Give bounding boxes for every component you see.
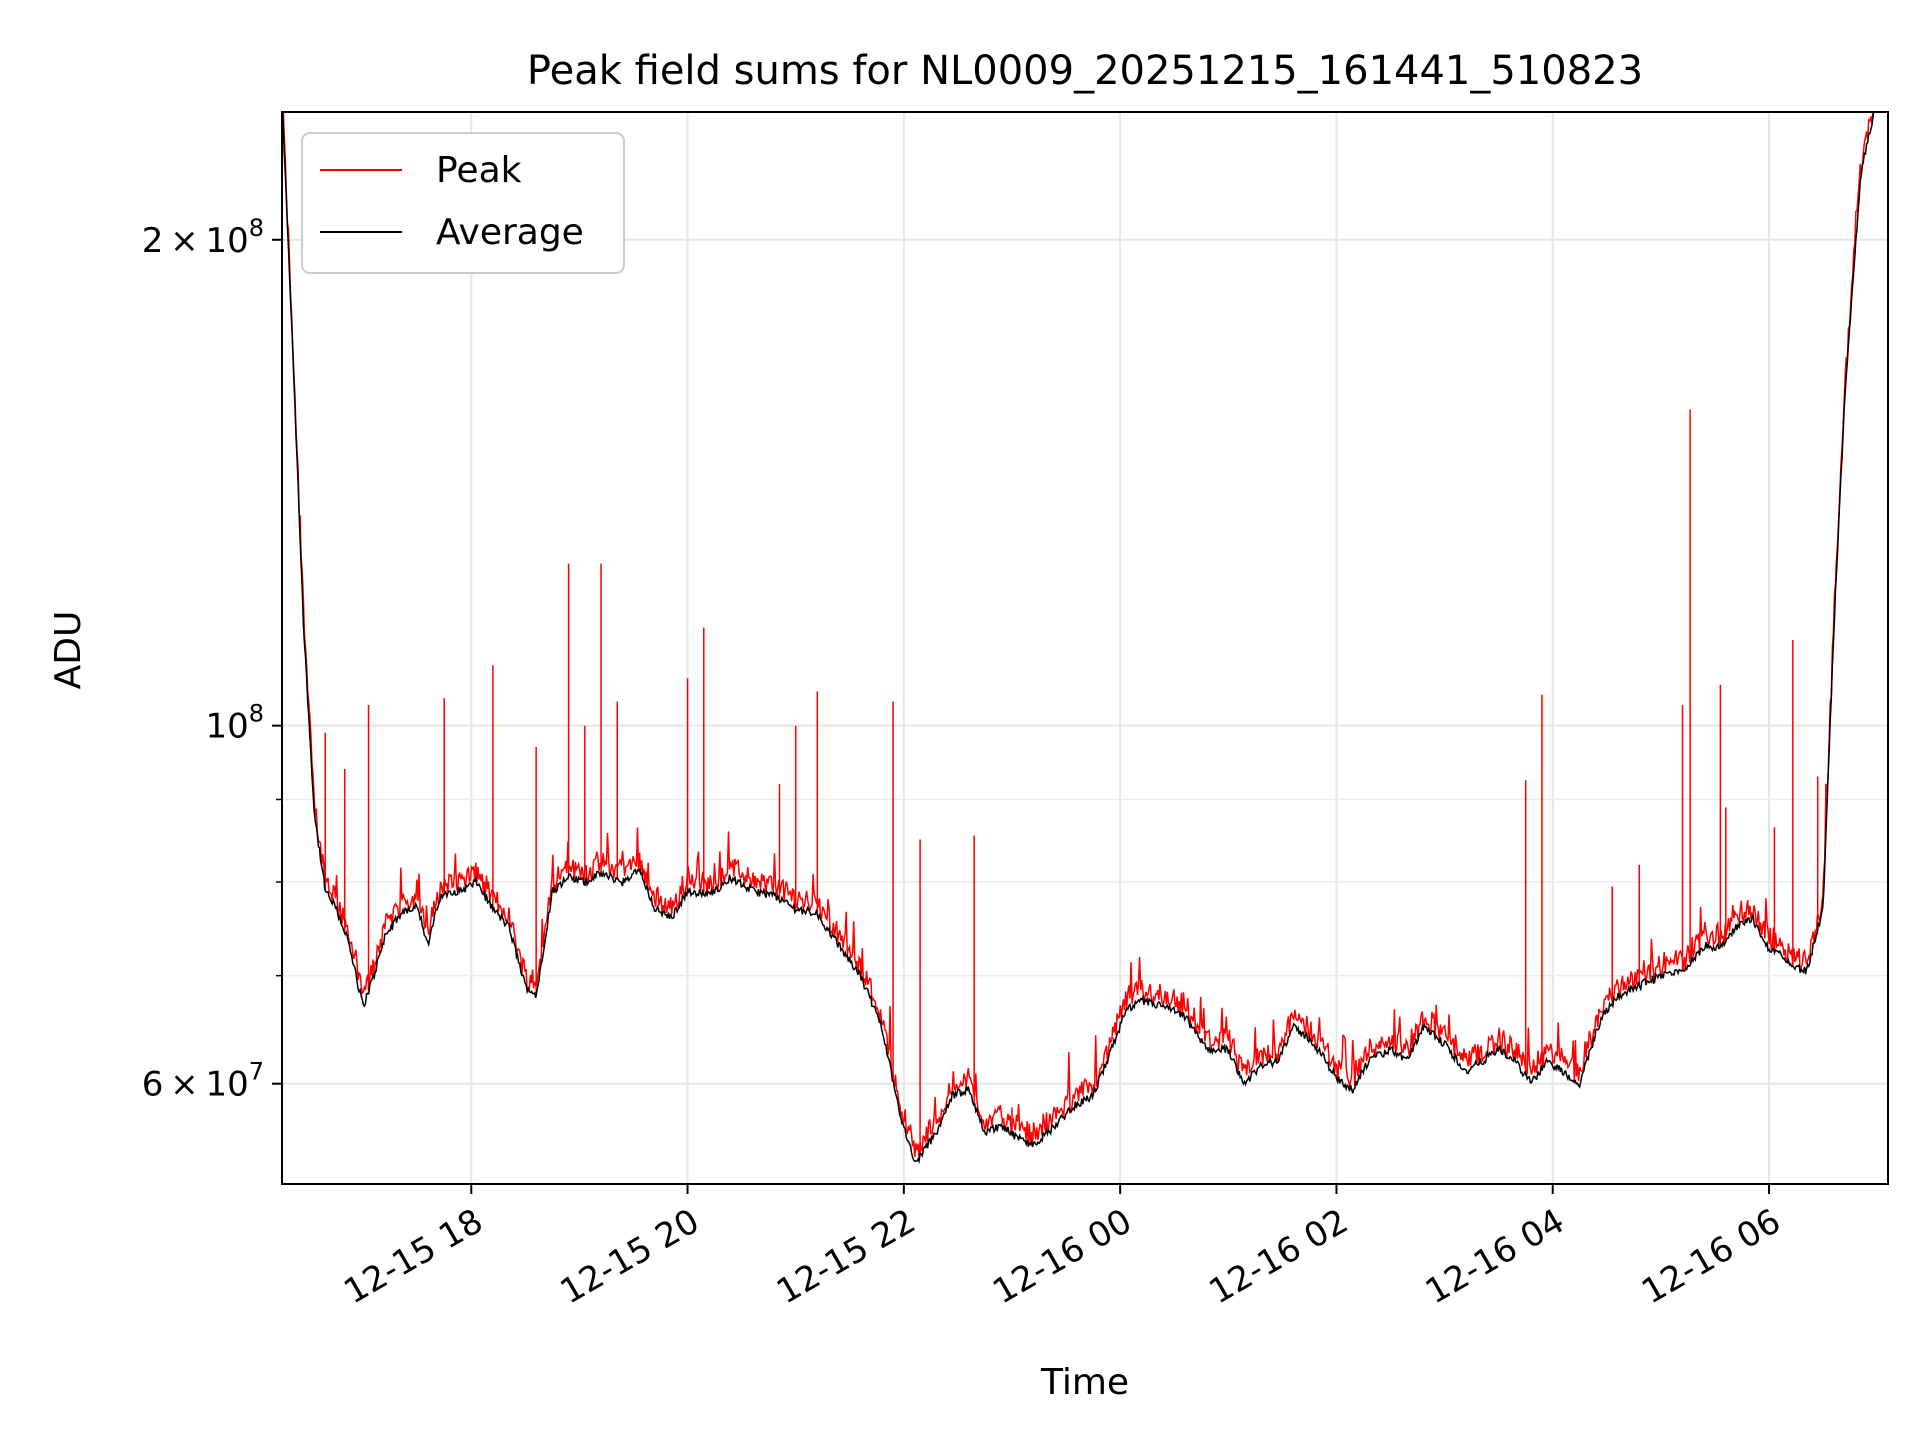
y-tick-label: 108 bbox=[205, 700, 264, 747]
legend: Peak Average bbox=[301, 132, 625, 274]
y-axis-ticks: 6 × 107 108 2 × 108 bbox=[142, 214, 282, 1105]
legend-average-label: Average bbox=[436, 212, 584, 253]
average-line bbox=[282, 112, 1875, 1165]
y-tick-label: 2 × 108 bbox=[142, 214, 264, 261]
legend-peak-label: Peak bbox=[436, 150, 522, 191]
average-series bbox=[282, 112, 1875, 1165]
y-axis-label: ADU bbox=[48, 611, 89, 690]
plot-frame bbox=[281, 111, 1889, 1185]
minor-grid bbox=[282, 798, 1888, 977]
legend-box bbox=[301, 132, 625, 274]
y-tick-label: 6 × 107 bbox=[142, 1058, 264, 1105]
grid bbox=[282, 112, 1888, 1184]
plot-area bbox=[282, 112, 1875, 1165]
chart-title: Peak field sums for NL0009_20251215_1614… bbox=[527, 48, 1643, 94]
x-axis-label: Time bbox=[1040, 1362, 1129, 1403]
